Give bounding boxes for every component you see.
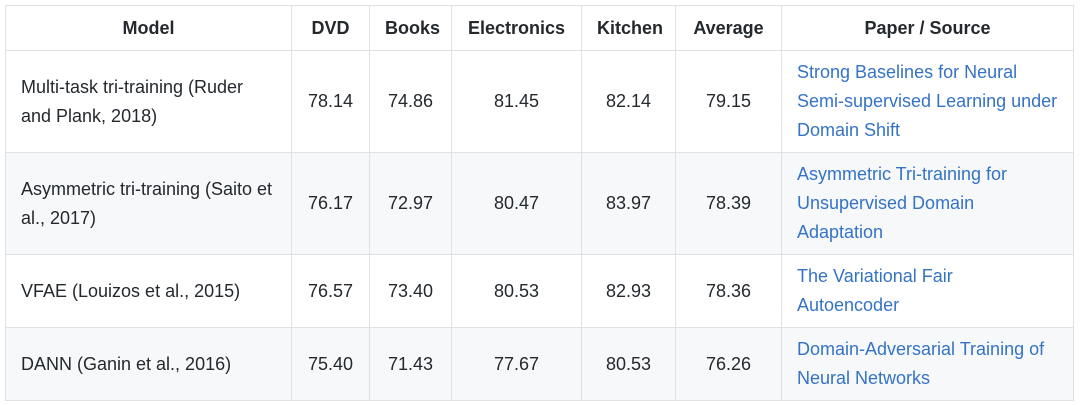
kitchen-cell: 83.97 [581,152,676,255]
paper-link[interactable]: The Variational Fair Autoencoder [797,266,953,315]
dvd-cell: 76.17 [291,152,370,255]
header-source: Paper / Source [781,5,1074,51]
table-row: Multi-task tri-training (Ruder and Plank… [5,50,1074,153]
kitchen-cell: 82.93 [581,254,676,328]
table-row: Asymmetric tri-training (Saito et al., 2… [5,152,1074,255]
results-table: Model DVD Books Electronics Kitchen Aver… [5,5,1074,401]
dvd-cell: 78.14 [291,50,370,153]
average-cell: 78.36 [675,254,782,328]
books-cell: 73.40 [369,254,452,328]
paper-link[interactable]: Domain-Adversarial Training of Neural Ne… [797,339,1045,388]
paper-link[interactable]: Asymmetric Tri-training for Unsupervised… [797,164,1008,242]
header-average: Average [675,5,782,51]
model-cell: VFAE (Louizos et al., 2015) [5,254,292,328]
electronics-cell: 81.45 [451,50,582,153]
source-cell: Domain-Adversarial Training of Neural Ne… [781,327,1074,401]
average-cell: 76.26 [675,327,782,401]
header-books: Books [369,5,452,51]
average-cell: 79.15 [675,50,782,153]
average-cell: 78.39 [675,152,782,255]
model-cell: DANN (Ganin et al., 2016) [5,327,292,401]
source-cell: Asymmetric Tri-training for Unsupervised… [781,152,1074,255]
header-row: Model DVD Books Electronics Kitchen Aver… [5,5,1074,51]
source-cell: Strong Baselines for Neural Semi-supervi… [781,50,1074,153]
books-cell: 72.97 [369,152,452,255]
header-dvd: DVD [291,5,370,51]
source-cell: The Variational Fair Autoencoder [781,254,1074,328]
table-row: VFAE (Louizos et al., 2015) 76.57 73.40 … [5,254,1074,328]
kitchen-cell: 82.14 [581,50,676,153]
header-kitchen: Kitchen [581,5,676,51]
books-cell: 74.86 [369,50,452,153]
dvd-cell: 75.40 [291,327,370,401]
paper-link[interactable]: Strong Baselines for Neural Semi-supervi… [797,62,1058,140]
model-cell: Multi-task tri-training (Ruder and Plank… [5,50,292,153]
dvd-cell: 76.57 [291,254,370,328]
header-electronics: Electronics [451,5,582,51]
electronics-cell: 80.53 [451,254,582,328]
electronics-cell: 80.47 [451,152,582,255]
table-row: DANN (Ganin et al., 2016) 75.40 71.43 77… [5,327,1074,401]
kitchen-cell: 80.53 [581,327,676,401]
header-model: Model [5,5,292,51]
model-cell: Asymmetric tri-training (Saito et al., 2… [5,152,292,255]
books-cell: 71.43 [369,327,452,401]
electronics-cell: 77.67 [451,327,582,401]
